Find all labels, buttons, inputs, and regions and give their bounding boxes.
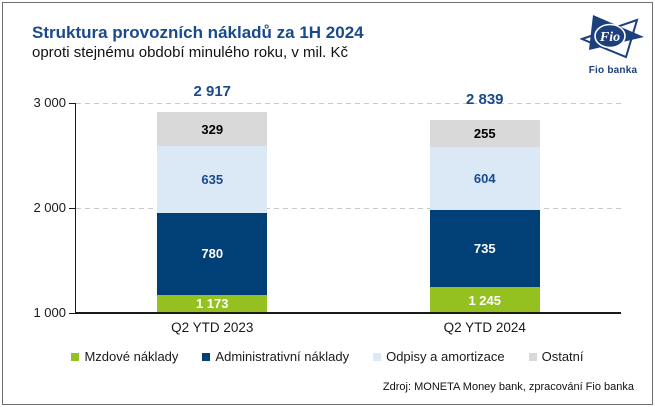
bar-segment: 735 bbox=[429, 210, 540, 288]
fio-logo: Fio Fio banka bbox=[578, 13, 648, 76]
bar-value-label: 1 245 bbox=[468, 292, 502, 308]
y-axis-tick bbox=[69, 102, 76, 104]
x-axis-line bbox=[75, 312, 621, 314]
plot-area: 1 000 2 000 3 000 1 173 780 635 329 2 917 Q2 YTD… bbox=[33, 83, 621, 335]
legend-item: Mzdové náklady bbox=[71, 349, 178, 364]
bar-segment: 635 bbox=[157, 146, 268, 213]
legend-swatch bbox=[71, 352, 80, 361]
fio-star-icon: Fio bbox=[579, 15, 644, 59]
legend-label: Mzdové náklady bbox=[84, 349, 179, 364]
source-note: Zdroj: MONETA Money bank, zpracování Fio… bbox=[382, 381, 634, 393]
chart-title: Struktura provozních nákladů za 1H 2024 bbox=[32, 23, 364, 42]
y-axis-tick-label: 3 000 bbox=[33, 95, 66, 110]
bar-value-label: 604 bbox=[473, 170, 496, 186]
bar-total-label: 2 917 bbox=[193, 82, 232, 100]
bar-segment: 1 173 bbox=[157, 294, 268, 313]
legend-label: Ostatní bbox=[541, 349, 584, 364]
legend-label: Administrativní náklady bbox=[215, 349, 350, 364]
bar-value-label: 255 bbox=[473, 125, 496, 141]
y-axis-tick bbox=[69, 207, 76, 209]
x-axis-label: Q2 YTD 2024 bbox=[443, 320, 526, 335]
bar-value-label: 780 bbox=[201, 246, 224, 262]
legend-item: Administrativní náklady bbox=[202, 349, 349, 364]
legend-swatch bbox=[528, 352, 537, 361]
legend-swatch bbox=[202, 352, 211, 361]
bar-segment: 780 bbox=[157, 212, 268, 295]
bar-segment: 604 bbox=[429, 146, 540, 211]
bar-value-label: 735 bbox=[473, 241, 496, 257]
legend: Mzdové náklady Administrativní náklady Odp… bbox=[0, 349, 655, 364]
legend-item: Odpisy a amortizace bbox=[373, 349, 505, 364]
x-axis-label: Q2 YTD 2023 bbox=[171, 320, 254, 335]
bar-value-label: 329 bbox=[201, 121, 224, 137]
chart-subtitle: oproti stejnému období minulého roku, v … bbox=[32, 44, 348, 61]
legend-item: Ostatní bbox=[528, 349, 584, 364]
bar-value-label: 1 173 bbox=[195, 296, 229, 312]
legend-label: Odpisy a amortizace bbox=[386, 349, 505, 364]
legend-swatch bbox=[373, 352, 382, 361]
gridline bbox=[76, 207, 621, 209]
bar-segment: 329 bbox=[157, 111, 268, 147]
y-axis-tick-label: 2 000 bbox=[33, 200, 66, 215]
y-axis-tick-label: 1 000 bbox=[33, 305, 66, 320]
bar-segment: 1 245 bbox=[429, 287, 540, 313]
fio-logo-caption: Fio banka bbox=[588, 65, 638, 76]
gridline bbox=[76, 102, 621, 104]
bar-value-label: 635 bbox=[201, 172, 224, 188]
fio-logo-text: Fio bbox=[599, 30, 620, 45]
y-axis-tick bbox=[69, 312, 76, 314]
bar-segment: 255 bbox=[429, 119, 540, 147]
bar-total-label: 2 839 bbox=[465, 90, 504, 108]
